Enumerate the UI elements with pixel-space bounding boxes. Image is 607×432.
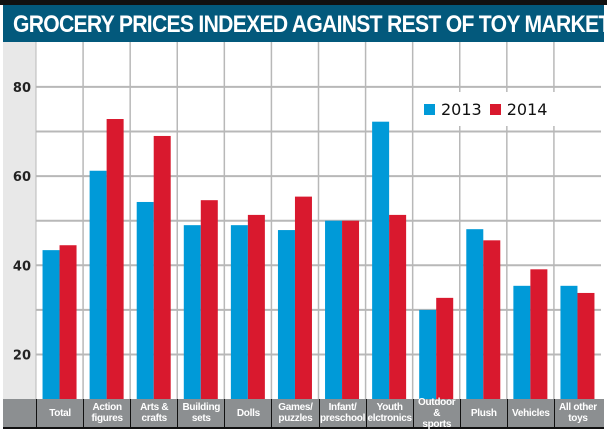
- bar-2014-2: [106, 119, 124, 400]
- y-tick-label: 40: [13, 259, 31, 274]
- x-tick-label: Action figures: [83, 399, 130, 427]
- bar-2013-11: [513, 285, 531, 399]
- bar-2013-6: [277, 230, 295, 399]
- bar-2014-8: [389, 214, 407, 399]
- x-tick-label-text: Dolls: [236, 407, 260, 419]
- legend-label-2014: 2014: [506, 99, 548, 119]
- y-axis-panel: [3, 42, 36, 399]
- legend-item-2014: 2014: [489, 99, 548, 119]
- x-tick-label-text: Plush: [470, 407, 497, 419]
- x-tick-label-text: Games/puzzles: [278, 402, 313, 424]
- x-tick-label: Dolls: [224, 399, 271, 427]
- bar-2013-2: [89, 170, 107, 399]
- x-tick-label: Games/puzzles: [271, 399, 318, 427]
- legend-swatch-2013: [424, 103, 435, 115]
- x-tick-label: Total: [36, 399, 83, 427]
- bar-2014-3: [153, 135, 171, 399]
- x-tick-label: Outdoor & sports: [412, 396, 460, 430]
- top-border: [0, 0, 607, 5]
- x-tick-label-text: Total: [49, 407, 71, 419]
- bar-2014-1: [59, 245, 77, 399]
- legend-label-2013: 2013: [441, 99, 482, 119]
- bar-2014-9: [436, 297, 454, 399]
- bar-2013-12: [560, 285, 578, 399]
- bar-2014-12: [577, 292, 595, 399]
- bar-2013-8: [372, 121, 390, 400]
- x-tick-label-text: Arts & crafts: [140, 402, 169, 424]
- x-tick-label-text: Outdoor & sports: [418, 396, 456, 430]
- y-tick-label: 60: [13, 170, 31, 185]
- bar-2014-7: [342, 220, 360, 399]
- x-tick-label-text: Action figures: [91, 402, 123, 424]
- x-tick-label-text: Infant/preschool: [319, 402, 366, 424]
- legend-swatch-2014: [489, 103, 501, 115]
- x-tick-label: Vehicles: [506, 399, 554, 427]
- x-tick-label: Youth elctronics: [365, 399, 413, 427]
- x-tick-label-text: All other toys: [559, 402, 597, 424]
- y-tick-label: 80: [13, 81, 31, 96]
- bar-2013-3: [136, 201, 154, 399]
- bar-2013-7: [325, 220, 343, 399]
- legend: 2013 2014: [414, 92, 564, 126]
- chart-title: GROCERY PRICES INDEXED AGAINST REST OF T…: [13, 11, 607, 38]
- x-axis-labels: Total Action figures Arts & crafts Building se…: [3, 396, 604, 430]
- x-tick-label-text: Building sets: [182, 402, 221, 424]
- x-tick-label: All other toys: [553, 399, 601, 427]
- x-tick-label-text: Vehicles: [512, 407, 550, 419]
- bar-2014-5: [247, 214, 265, 399]
- bar-2014-4: [200, 200, 218, 399]
- bar-2013-1: [42, 250, 60, 399]
- bar-2014-10: [483, 240, 501, 399]
- bar-2013-5: [230, 225, 248, 399]
- bar-2014-6: [294, 196, 312, 399]
- x-tick-label: Plush: [459, 399, 507, 427]
- y-tick-label: 20: [13, 349, 31, 364]
- bar-2014-11: [530, 269, 548, 399]
- x-tick-label: Infant/preschool: [318, 399, 366, 427]
- x-tick-label: Arts & crafts: [130, 399, 177, 427]
- bar-2013-9: [419, 309, 437, 399]
- x-tick-label-text: Youth elctronics: [367, 402, 412, 424]
- bar-2013-4: [183, 225, 201, 399]
- legend-item-2013: 2013: [424, 100, 482, 119]
- x-tick-label: Building sets: [177, 399, 224, 427]
- bar-2013-10: [466, 229, 484, 399]
- title-bar: GROCERY PRICES INDEXED AGAINST REST OF T…: [3, 5, 607, 42]
